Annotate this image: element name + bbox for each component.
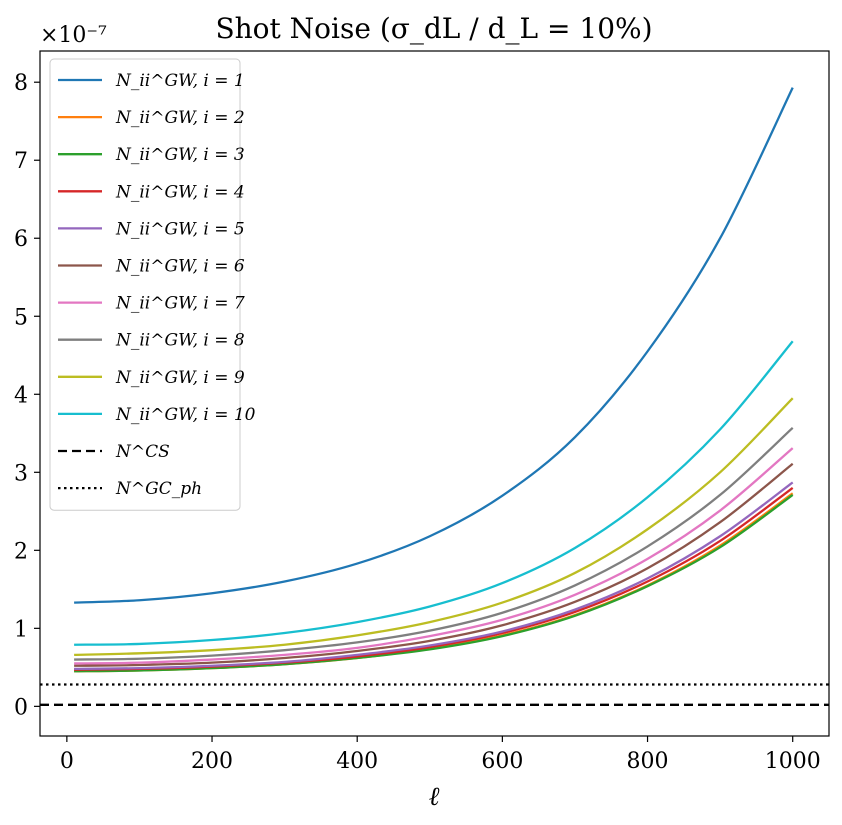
x-tick-label: 0 bbox=[60, 749, 74, 774]
legend-label-11: N^CS bbox=[115, 442, 170, 462]
legend-label-2: N_ii^GW, i = 2 bbox=[115, 108, 245, 128]
plot-frame bbox=[39, 50, 830, 737]
series-line-9 bbox=[74, 397, 794, 657]
legend-label-10: N_ii^GW, i = 10 bbox=[115, 405, 256, 425]
y-tick-label: 5 bbox=[14, 305, 28, 330]
legend-box bbox=[49, 58, 241, 511]
x-tick-label: 1000 bbox=[765, 749, 821, 774]
series-line-10 bbox=[74, 340, 794, 646]
x-tick-label: 800 bbox=[627, 749, 669, 774]
chart-title: Shot Noise (σ_dL / d_L = 10%) bbox=[215, 12, 652, 45]
y-tick-label: 0 bbox=[14, 695, 28, 720]
x-axis-label: ℓ bbox=[429, 782, 440, 812]
series-line-6 bbox=[74, 462, 794, 667]
series-line-8 bbox=[74, 426, 794, 661]
x-tick-label: 600 bbox=[481, 749, 523, 774]
legend-label-4: N_ii^GW, i = 4 bbox=[115, 182, 245, 202]
y-tick-label: 2 bbox=[14, 539, 28, 564]
y-tick-label: 8 bbox=[14, 71, 28, 96]
series-line-5 bbox=[74, 481, 794, 671]
legend-label-7: N_ii^GW, i = 7 bbox=[115, 294, 245, 314]
x-tick-label: 400 bbox=[336, 749, 378, 774]
series-line-7 bbox=[74, 447, 794, 665]
legend-label-3: N_ii^GW, i = 3 bbox=[115, 145, 245, 165]
legend-label-12: N^GC_ph bbox=[115, 479, 202, 499]
y-tick-label: 4 bbox=[14, 383, 28, 408]
y-tick-label: 3 bbox=[14, 461, 28, 486]
legend-label-9: N_ii^GW, i = 9 bbox=[115, 368, 245, 388]
legend-label-8: N_ii^GW, i = 8 bbox=[115, 331, 245, 351]
y-tick-label: 1 bbox=[14, 617, 28, 642]
legend-label-5: N_ii^GW, i = 5 bbox=[115, 219, 245, 239]
y-tick-label: 6 bbox=[14, 227, 28, 252]
series-line-1 bbox=[74, 87, 794, 604]
legend-label-6: N_ii^GW, i = 6 bbox=[115, 257, 245, 277]
y-tick-label: 7 bbox=[14, 149, 28, 174]
x-tick-label: 200 bbox=[191, 749, 233, 774]
legend-label-1: N_ii^GW, i = 1 bbox=[115, 71, 245, 91]
series-line-3 bbox=[74, 493, 794, 673]
y-axis-multiplier: ×10⁻⁷ bbox=[40, 23, 107, 48]
